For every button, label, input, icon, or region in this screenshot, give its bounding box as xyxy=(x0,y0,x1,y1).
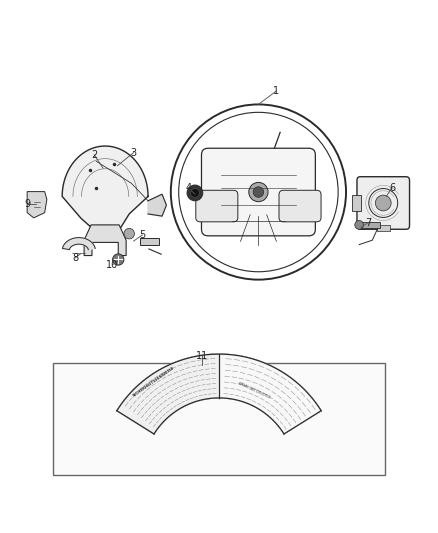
Text: 9: 9 xyxy=(24,199,30,209)
Text: 4: 4 xyxy=(185,183,191,192)
Circle shape xyxy=(187,185,203,201)
Text: 8: 8 xyxy=(72,253,78,263)
Text: 7: 7 xyxy=(365,217,371,228)
Bar xyxy=(352,195,361,211)
Circle shape xyxy=(375,195,391,211)
Circle shape xyxy=(253,187,264,197)
Polygon shape xyxy=(27,191,47,218)
Text: AIRBAG CAUTION NOTICE: AIRBAG CAUTION NOTICE xyxy=(237,381,271,399)
Circle shape xyxy=(113,254,124,265)
Polygon shape xyxy=(117,354,219,434)
Bar xyxy=(377,225,390,231)
Text: 3: 3 xyxy=(131,148,137,158)
Text: 5: 5 xyxy=(139,230,145,240)
Polygon shape xyxy=(62,146,148,236)
Bar xyxy=(53,363,385,474)
Text: 1: 1 xyxy=(273,86,279,96)
Circle shape xyxy=(355,221,364,229)
FancyBboxPatch shape xyxy=(357,177,410,229)
Text: 6: 6 xyxy=(389,183,395,192)
Polygon shape xyxy=(84,225,126,255)
Polygon shape xyxy=(63,238,95,249)
Circle shape xyxy=(124,229,134,239)
Polygon shape xyxy=(140,238,159,245)
FancyBboxPatch shape xyxy=(201,148,315,236)
Text: 2: 2 xyxy=(91,150,97,160)
Text: SICHERHEITSHINWEISE: SICHERHEITSHINWEISE xyxy=(132,365,176,398)
Bar xyxy=(359,222,380,228)
FancyBboxPatch shape xyxy=(196,190,238,222)
Text: 11: 11 xyxy=(196,351,208,361)
Circle shape xyxy=(249,182,268,201)
Polygon shape xyxy=(219,354,321,434)
Text: 10: 10 xyxy=(106,260,119,270)
Circle shape xyxy=(191,189,199,197)
Polygon shape xyxy=(148,194,166,216)
FancyBboxPatch shape xyxy=(279,190,321,222)
